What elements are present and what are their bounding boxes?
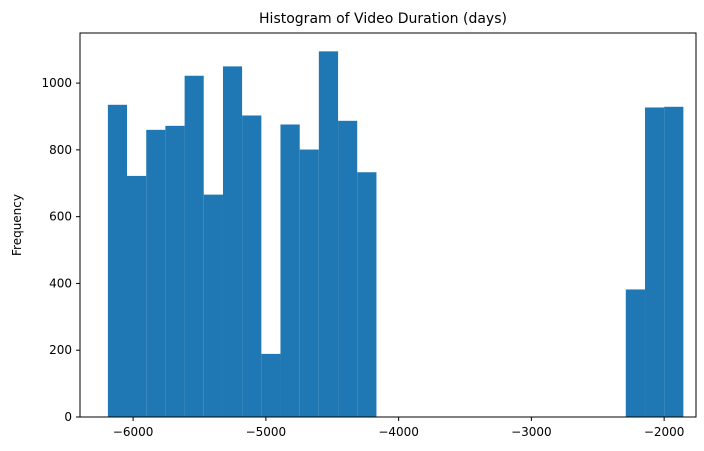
y-axis-label: Frequency [10,194,24,256]
histogram-bar [222,66,243,418]
histogram-bar [146,129,166,417]
x-axis: −6000 −5000 −4000 −3000 −2000 [113,417,685,439]
y-tick-label: 200 [49,343,72,357]
x-tick-label: −6000 [113,425,154,439]
histogram-bar [357,172,377,417]
chart-title: Histogram of Video Duration (days) [259,11,507,27]
histogram-bar [280,124,300,417]
histogram-bar [645,107,665,417]
x-tick-label: −5000 [246,425,287,439]
plot-area-frame [79,32,697,418]
histogram-bar [242,115,262,417]
histogram-bar [338,120,358,418]
y-tick-label: 800 [49,143,72,157]
bars-group [107,51,684,418]
histogram-bar [625,289,646,417]
y-tick-label: 600 [49,210,72,224]
x-tick-label: −2000 [644,425,685,439]
x-tick-label: −4000 [378,425,419,439]
x-tick-label: −3000 [511,425,552,439]
y-axis: 0 200 400 600 800 1000 [41,76,80,424]
histogram-bar [107,104,127,417]
y-tick-label: 400 [49,276,72,290]
histogram-bar [203,194,223,417]
histogram-bar [318,51,339,417]
y-tick-label: 0 [64,410,72,424]
histogram-bar [126,175,147,417]
histogram-bar [184,75,204,417]
histogram-bar [165,125,185,418]
histogram-bar [664,106,684,417]
histogram-bar [299,149,319,417]
y-tick-label: 1000 [41,76,72,90]
histogram-bar [261,353,281,417]
